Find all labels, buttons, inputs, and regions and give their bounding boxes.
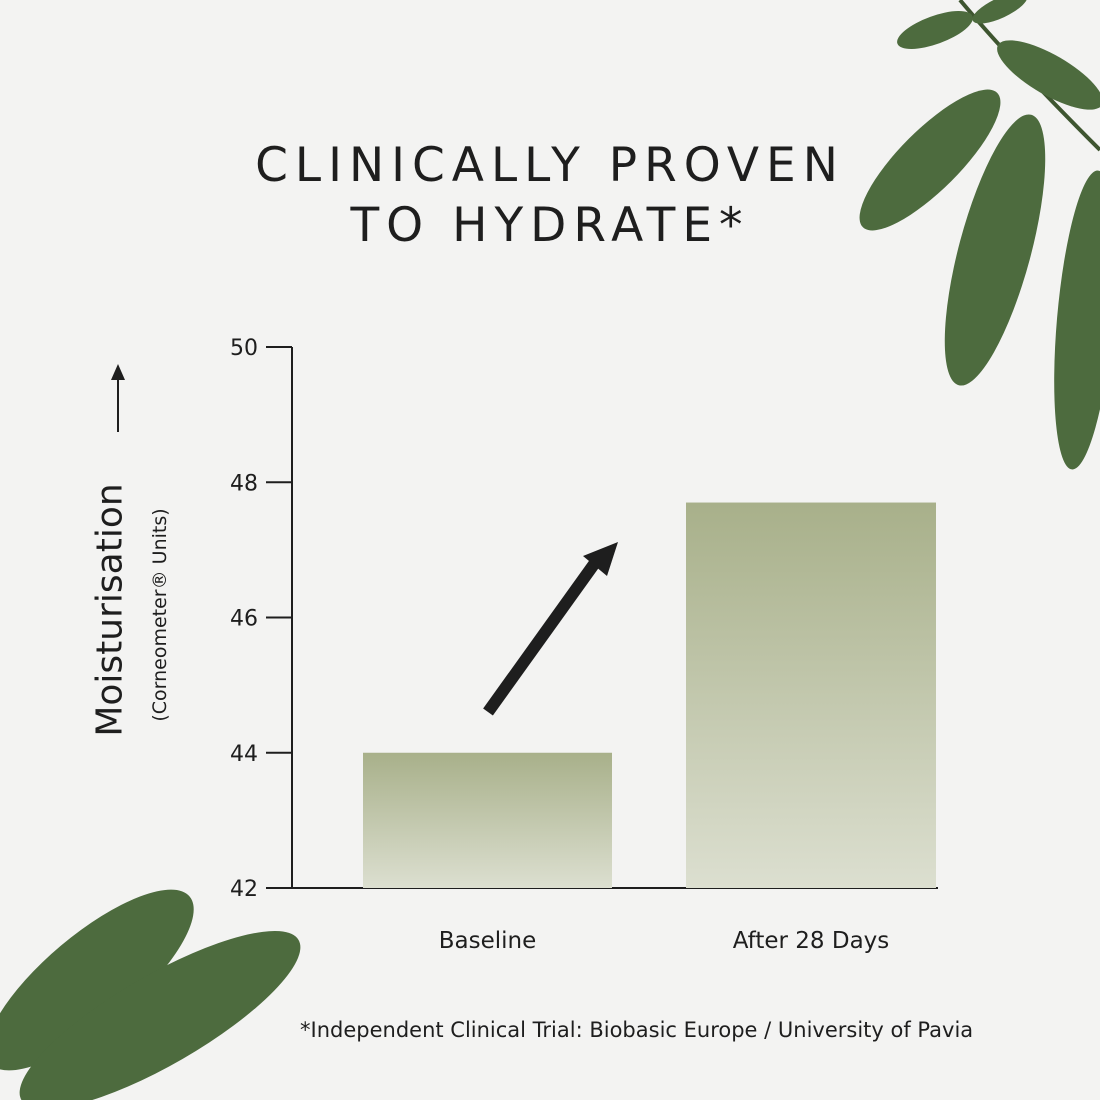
bar: [686, 502, 936, 888]
y-tick-label: 42: [230, 877, 258, 902]
title-line-2: TO HYDRATE*: [350, 198, 750, 253]
trend-arrow-head: [583, 542, 618, 576]
y-tick-label: 44: [230, 742, 258, 767]
y-label-arrow-head: [111, 364, 125, 380]
leaf-decoration-bottom-left: [0, 889, 301, 1100]
x-tick-label: After 28 Days: [733, 928, 890, 954]
y-axis-sublabel: (Corneometer® Units): [149, 508, 171, 722]
y-tick-label: 46: [230, 607, 258, 632]
footnote: *Independent Clinical Trial: Biobasic Eu…: [300, 1018, 974, 1042]
bar-chart: 42 44 46 48 50 Baseline After 28 Days: [111, 336, 938, 954]
x-tick-label: Baseline: [439, 928, 537, 954]
y-axis-label: Moisturisation: [89, 483, 131, 737]
title-line-1: CLINICALLY PROVEN: [255, 138, 845, 193]
trend-arrow-shaft: [483, 556, 602, 716]
bar: [363, 752, 612, 888]
leaf-decoration-top-right: [859, 0, 1100, 470]
y-tick-label: 48: [230, 471, 258, 496]
y-tick-label: 50: [230, 336, 258, 361]
